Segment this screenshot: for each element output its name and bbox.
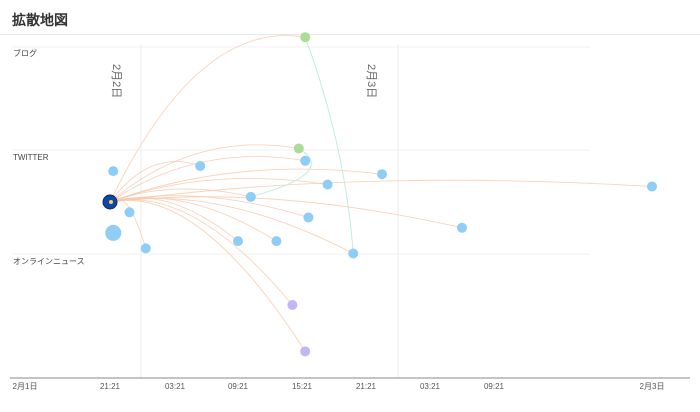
diffusion-edge (109, 168, 383, 203)
x-tick-label: 09:21 (228, 382, 249, 391)
panel-title: 拡散地図 (12, 12, 68, 28)
twitter-node[interactable] (457, 222, 467, 233)
date-marker-label: 2月3日 (365, 64, 377, 98)
news-node[interactable] (287, 300, 298, 310)
twitter-node[interactable] (348, 248, 359, 259)
lane-label-twitter: TWITTER (13, 153, 49, 162)
twitter-node[interactable] (245, 191, 256, 202)
diffusion-edge (109, 179, 653, 203)
twitter-node[interactable] (377, 169, 387, 180)
x-tick-label: 21:21 (356, 382, 377, 391)
twitter-node[interactable] (647, 181, 657, 192)
twitter-node[interactable] (195, 160, 206, 171)
diffusion-edge (109, 161, 201, 203)
relay-edge (250, 148, 312, 198)
x-axis-ticks: 2月1日 21:21 03:21 09:21 15:21 21:21 03:21 09:21 2… (13, 382, 665, 391)
source-node-center (109, 200, 113, 204)
twitter-node[interactable] (271, 236, 282, 247)
relay-edge (304, 37, 354, 254)
twitter-node[interactable] (322, 179, 333, 190)
node-layer (102, 32, 657, 357)
twitter-node[interactable] (300, 155, 311, 166)
x-tick-label: 15:21 (292, 382, 313, 391)
lane-label-blog: ブログ (13, 48, 37, 58)
twitter-node[interactable] (140, 243, 151, 254)
blog-node[interactable] (300, 32, 311, 43)
date-marker-label: 2月2日 (110, 64, 122, 98)
x-tick-label: 03:21 (420, 382, 441, 391)
panel-header: 拡散地図 (0, 0, 700, 35)
twitter-node[interactable] (105, 224, 122, 241)
x-tick-label: 21:21 (100, 382, 121, 391)
diffusion-edge (109, 196, 463, 229)
x-tick-label: 03:21 (165, 382, 186, 391)
twitter-node[interactable] (303, 212, 314, 223)
twitter-node[interactable] (108, 166, 119, 177)
diffusion-edge (109, 177, 328, 203)
x-tick-label: 2月1日 (13, 382, 38, 391)
edge-layer (109, 35, 653, 352)
diffusion-edge (109, 144, 299, 203)
twitter-node[interactable] (233, 236, 243, 247)
x-tick-label: 2月3日 (640, 382, 665, 391)
diffusion-edge (109, 199, 306, 352)
x-tick-label: 09:21 (484, 382, 505, 391)
diffusion-edge (109, 35, 306, 203)
twitter-node[interactable] (124, 207, 135, 218)
lane-label-online-news: オンラインニュース (13, 257, 85, 266)
diffusion-edge (109, 199, 293, 306)
blog-node[interactable] (293, 143, 304, 154)
news-node[interactable] (300, 346, 311, 357)
